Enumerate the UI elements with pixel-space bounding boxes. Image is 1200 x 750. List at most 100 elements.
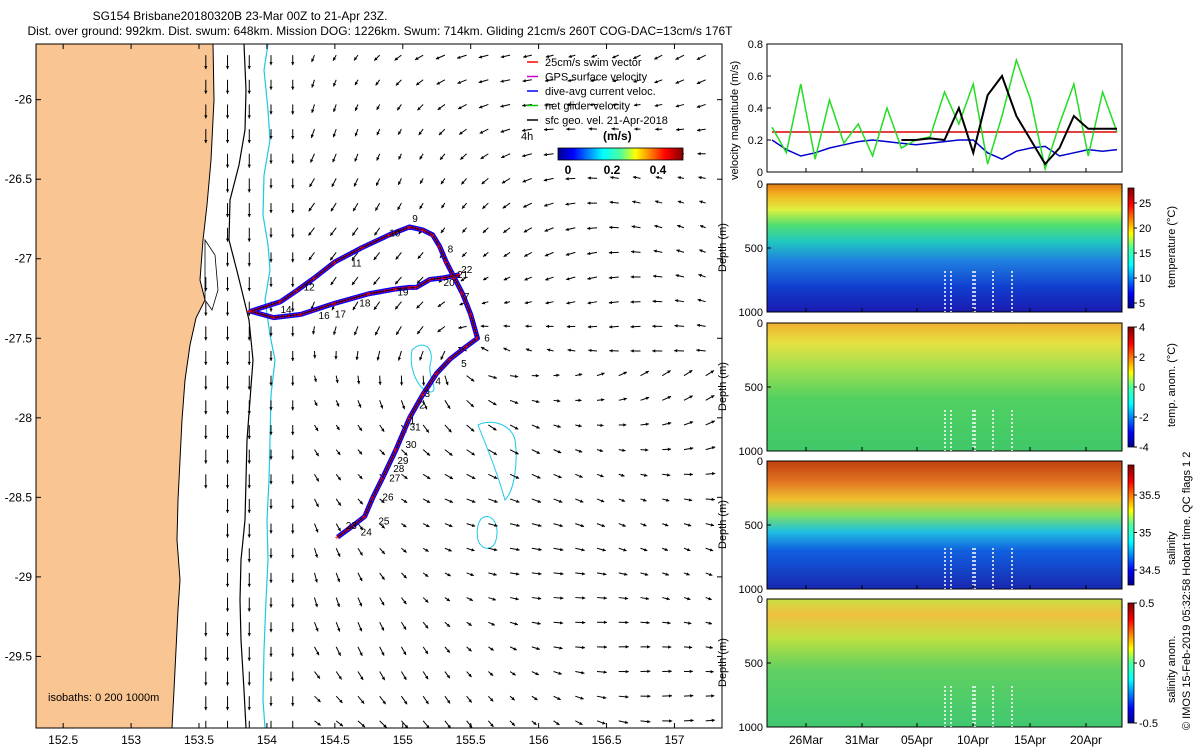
velocity-vector-head	[687, 597, 691, 601]
velocity-vector-head	[708, 621, 712, 625]
velocity-vector-head	[544, 253, 549, 257]
velocity-vector-head	[225, 66, 230, 70]
velocity-vector-head	[225, 485, 230, 489]
velocity-vector-head	[315, 528, 319, 533]
velocity-vector-head	[291, 481, 295, 485]
velocity-vector-head	[269, 209, 273, 214]
colorbar-tick-0: 0	[565, 163, 572, 177]
time-axis: 26Mar 31Mar 05Apr 10Apr 15Apr 20Apr	[789, 168, 1102, 747]
swim-vector-mark: +	[362, 512, 367, 521]
velocity-vector-head	[291, 505, 295, 509]
velocity-vector-head	[711, 471, 716, 476]
velocity-vector-head	[689, 669, 693, 674]
swim-vector-mark: +	[311, 274, 316, 283]
velocity-vector-head	[381, 451, 385, 455]
velocity-vector-head	[535, 672, 539, 676]
velocity-vector-head	[225, 682, 230, 686]
velocity-vector-head	[204, 657, 208, 661]
velocity-vector-head	[623, 423, 627, 427]
velocity-vector-head	[204, 386, 208, 390]
velocity-vector-head	[225, 411, 230, 415]
depth-tick-label: 500	[745, 520, 763, 532]
velocity-vector-head	[204, 287, 208, 292]
velocity-vector-head	[375, 331, 379, 336]
velocity-vector-head	[699, 225, 704, 229]
velocity-vector-head	[291, 62, 295, 66]
velocity-vector-head	[545, 277, 549, 281]
velocity-vector-head	[330, 256, 334, 261]
velocity-vector-head	[709, 645, 713, 650]
velocity-vector-head	[291, 283, 295, 288]
velocity-vector-head	[468, 673, 472, 678]
velocity-vector-head	[204, 140, 208, 144]
velocity-vector-head	[373, 256, 377, 261]
velocity-vector-head	[611, 127, 615, 131]
velocity-vector-head	[516, 499, 520, 503]
swim-vector-mark: +	[436, 242, 441, 251]
velocity-vector-head	[524, 253, 528, 257]
velocity-vector-head	[397, 357, 402, 361]
velocity-vector-head	[677, 224, 681, 228]
velocity-vector-head	[609, 200, 613, 205]
velocity-vector-head	[437, 303, 442, 307]
velocity-vector-head	[515, 572, 520, 576]
velocity-vector-head	[534, 696, 538, 701]
velocity-vector-head	[448, 428, 452, 433]
velocity-vector-head	[398, 181, 402, 185]
velocity-vector-head	[483, 253, 487, 257]
colorbar-tick-label: 35.5	[1139, 490, 1160, 502]
velocity-vector-head	[458, 106, 462, 110]
swim-vector-mark: +	[332, 258, 337, 267]
colorbar-tick-2: 0.4	[650, 163, 667, 177]
velocity-vector-head	[599, 448, 604, 453]
velocity-vector-head	[399, 382, 404, 386]
velocity-vector-head	[381, 676, 385, 681]
velocity-vector-head	[647, 694, 651, 698]
swim-vector-mark: +	[407, 223, 412, 232]
velocity-vector-head	[269, 62, 273, 66]
velocity-vector-head	[247, 337, 251, 341]
velocity-vector-head	[645, 396, 650, 400]
depth-tick-label: 500	[745, 243, 763, 255]
legend-label: dive-avg current veloc.	[545, 86, 656, 98]
velocity-vector-head	[337, 527, 341, 532]
velocity-vector-head	[247, 460, 251, 464]
velocity-vector-head	[247, 140, 251, 144]
legend: 25cm/s swim vector GPS surface velocity di…	[521, 57, 684, 177]
velocity-vector-head	[310, 159, 314, 163]
swim-vector-mark: +	[430, 231, 435, 240]
velocity-vector-head	[247, 213, 251, 218]
velocity-vector-head	[401, 405, 406, 410]
velocity-vector-head	[538, 572, 542, 576]
velocity-vector-head	[645, 371, 649, 375]
velocity-vector-head	[449, 475, 453, 479]
coast-bay	[204, 238, 219, 311]
velocity-vector-head	[511, 696, 515, 701]
velocity-vector-head	[403, 499, 408, 503]
velocity-vector-head	[471, 548, 475, 552]
velocity-vector-head	[269, 431, 273, 435]
velocity-vector-head	[333, 108, 337, 112]
legend-label: GPS surface velocity	[545, 72, 648, 84]
colorbar-tick-label: 0	[1139, 382, 1145, 394]
swim-vector-mark: +	[359, 244, 364, 253]
swim-vector-mark: +	[393, 446, 398, 455]
velocity-vector-head	[291, 382, 295, 386]
velocity-vector-head	[546, 348, 551, 352]
day-label: 11	[351, 259, 362, 270]
map-frame	[35, 43, 723, 729]
velocity-vector-head	[652, 299, 656, 304]
velocity-vector-head	[247, 485, 251, 489]
velocity-vector-head	[359, 652, 363, 656]
velocity-vector-head	[608, 300, 613, 305]
day-label: 21	[457, 270, 469, 281]
colorbar-tick-label: 4	[1139, 322, 1145, 334]
velocity-vector-head	[446, 674, 450, 679]
velocity-vector-head	[247, 287, 251, 292]
velocity-vector-head	[515, 475, 520, 479]
velocity-vector-head	[373, 306, 378, 310]
velocity-vector-head	[459, 302, 463, 306]
velocity-vector-head	[247, 411, 251, 415]
velocity-vector-head	[419, 155, 423, 160]
velocity-vector-head	[689, 395, 693, 399]
